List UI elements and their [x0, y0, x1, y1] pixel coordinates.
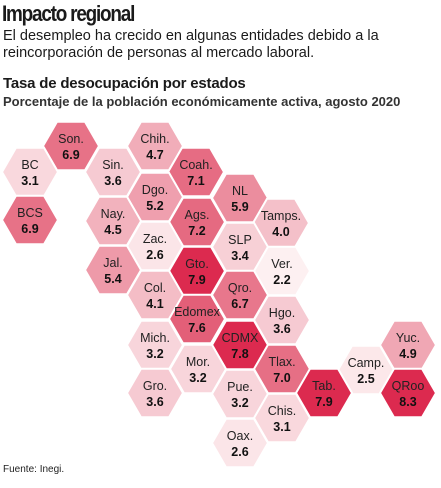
- state-label: Ver.: [271, 257, 293, 271]
- state-label: Edomex: [174, 305, 221, 319]
- state-label: Gto.: [185, 257, 209, 271]
- hex-edomex: Edomex 7.6: [167, 293, 227, 345]
- state-label: Nay.: [101, 207, 126, 221]
- state-label: Zac.: [143, 232, 167, 246]
- state-value: 3.2: [189, 371, 206, 385]
- state-label: SLP: [228, 233, 252, 247]
- hex-col: Col. 4.1: [125, 269, 185, 321]
- state-value: 3.6: [146, 395, 163, 409]
- state-label: Ags.: [184, 208, 209, 222]
- hex-zac: Zac. 2.6: [125, 220, 185, 272]
- state-value: 7.0: [273, 371, 290, 385]
- state-label: BC: [21, 158, 38, 172]
- state-value: 2.2: [273, 273, 290, 287]
- state-value: 4.1: [146, 297, 163, 311]
- hex-coah: Coah. 7.1: [166, 146, 226, 198]
- state-label: Col.: [144, 281, 166, 295]
- state-label: Oax.: [227, 429, 253, 443]
- hex-bcs: BCS 6.9: [0, 194, 60, 246]
- state-label: Dgo.: [142, 183, 168, 197]
- hex-tab: Tab. 7.9: [294, 367, 354, 419]
- hex-gro: Gro. 3.6: [125, 367, 185, 419]
- state-value: 4.7: [146, 148, 163, 162]
- state-value: 7.6: [188, 321, 205, 335]
- state-label: Coah.: [179, 158, 212, 172]
- hex-dgo: Dgo. 5.2: [125, 171, 185, 223]
- state-value: 7.8: [231, 347, 248, 361]
- state-label: Son.: [58, 132, 84, 146]
- state-value: 2.6: [146, 248, 163, 262]
- state-value: 3.2: [231, 396, 248, 410]
- state-value: 3.6: [104, 174, 121, 188]
- intro-text: El desempleo ha crecido en algunas entid…: [3, 28, 379, 61]
- state-value: 3.6: [273, 322, 290, 336]
- state-value: 3.2: [146, 347, 163, 361]
- state-value: 2.5: [357, 372, 374, 386]
- state-label: Camp.: [348, 356, 385, 370]
- state-label: CDMX: [222, 331, 259, 345]
- state-value: 4.9: [399, 347, 416, 361]
- state-value: 6.9: [62, 148, 79, 162]
- state-label: Chih.: [140, 132, 169, 146]
- state-label: Jal.: [103, 256, 122, 270]
- hex-cell: [210, 417, 270, 469]
- state-value: 6.7: [231, 297, 248, 311]
- state-value: 3.1: [21, 174, 38, 188]
- state-value: 7.2: [188, 224, 205, 238]
- state-label: Tab.: [312, 379, 336, 393]
- state-value: 4.0: [272, 225, 289, 239]
- state-value: 6.9: [21, 222, 38, 236]
- hex-son: Son. 6.9: [41, 120, 101, 172]
- state-label: Hgo.: [269, 306, 295, 320]
- state-value: 8.3: [399, 395, 416, 409]
- headline: Impacto regional: [2, 1, 135, 26]
- state-label: QRoo: [392, 379, 425, 393]
- state-label: Mor.: [186, 355, 210, 369]
- source-note: Fuente: Inegi.: [3, 464, 65, 475]
- state-label: Gro.: [143, 379, 167, 393]
- hex-cell: [378, 367, 438, 419]
- hex-bc: BC 3.1: [0, 146, 60, 198]
- hex-cell: [125, 367, 185, 419]
- state-value: 7.9: [315, 395, 332, 409]
- state-label: Pue.: [227, 380, 253, 394]
- hex-cell: [0, 194, 60, 246]
- state-label: Mich.: [140, 331, 170, 345]
- hex-oax: Oax. 2.6: [210, 417, 270, 469]
- state-value: 2.6: [231, 445, 248, 459]
- state-value: 3.4: [231, 249, 248, 263]
- state-value: 5.2: [146, 199, 163, 213]
- hex-mich: Mich. 3.2: [125, 319, 185, 371]
- chart-subtitle: Porcentaje de la población económicament…: [3, 94, 401, 109]
- hex-camp: Camp. 2.5: [336, 344, 396, 396]
- state-label: Chis.: [268, 404, 296, 418]
- chart-title: Tasa de desocupación por estados: [3, 75, 246, 92]
- state-label: Qro.: [228, 281, 252, 295]
- state-value: 4.5: [104, 223, 121, 237]
- state-value: 3.1: [273, 420, 290, 434]
- state-value: 5.9: [231, 200, 248, 214]
- state-label: Tlax.: [268, 355, 295, 369]
- hex-pue: Pue. 3.2: [210, 368, 270, 420]
- state-label: Tamps.: [261, 209, 301, 223]
- state-label: BCS: [17, 206, 43, 220]
- state-label: Sin.: [102, 158, 124, 172]
- hex-cell: [167, 293, 227, 345]
- state-label: NL: [232, 184, 248, 198]
- hex-qroo: QRoo 8.3: [378, 367, 438, 419]
- state-value: 7.9: [188, 273, 205, 287]
- hex-qro: Qro. 6.7: [210, 269, 270, 321]
- state-value: 7.1: [187, 174, 204, 188]
- state-label: Yuc.: [396, 331, 420, 345]
- state-value: 5.4: [104, 272, 121, 286]
